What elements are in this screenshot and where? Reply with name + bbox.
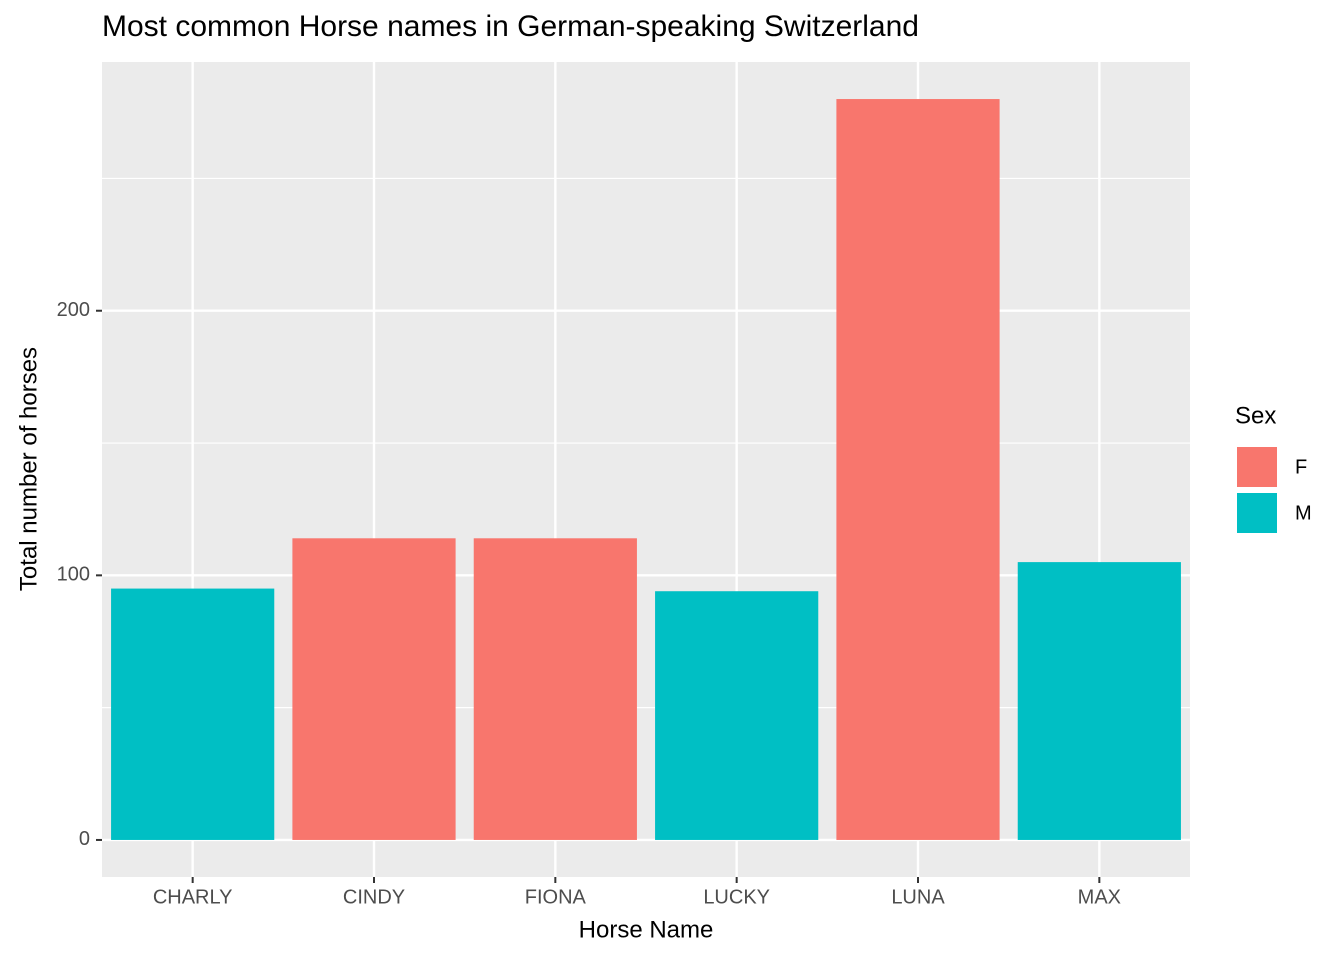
y-axis-title: Total number of horses bbox=[15, 347, 42, 591]
bar bbox=[473, 538, 637, 840]
bar bbox=[111, 588, 275, 840]
x-tick-label: CHARLY bbox=[153, 886, 233, 908]
x-tick-label: MAX bbox=[1078, 886, 1121, 908]
x-tick-label: CINDY bbox=[343, 886, 405, 908]
y-tick-label: 0 bbox=[79, 828, 90, 850]
legend-key bbox=[1235, 491, 1279, 535]
x-tick-label: FIONA bbox=[525, 886, 587, 908]
legend-label: F bbox=[1295, 456, 1307, 478]
x-tick-label: LUNA bbox=[891, 886, 945, 908]
y-tick-label: 200 bbox=[57, 299, 90, 321]
plot-panel bbox=[102, 62, 1190, 877]
x-tick-label: LUCKY bbox=[703, 886, 770, 908]
x-axis-title: Horse Name bbox=[579, 916, 714, 943]
bar bbox=[836, 99, 1000, 840]
bar bbox=[292, 538, 456, 840]
bar bbox=[1017, 562, 1181, 840]
legend-title: Sex bbox=[1235, 402, 1276, 429]
chart-title: Most common Horse names in German-speaki… bbox=[102, 10, 919, 43]
legend-key bbox=[1235, 445, 1279, 489]
bar bbox=[655, 591, 819, 840]
legend-label: M bbox=[1295, 502, 1312, 524]
y-tick-label: 100 bbox=[57, 564, 90, 586]
